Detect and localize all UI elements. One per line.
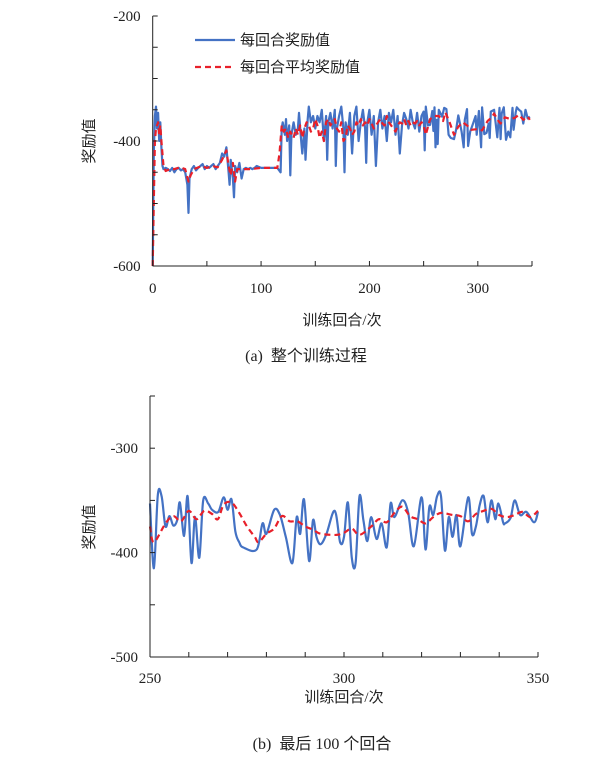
chart-a-y-tick-label: -600	[113, 259, 141, 275]
chart-a-axes	[152, 15, 533, 267]
chart-a-y-tick-label: -200	[113, 9, 141, 25]
chart-a-x-tick-label: 0	[149, 281, 157, 297]
chart-a-y-axis-title: 奖励值	[81, 118, 98, 163]
chart-b-caption: (b) 最后 100 个回合	[253, 735, 392, 753]
chart-b-y-tick-label: -400	[111, 546, 139, 562]
chart-a-y-tick-label: -400	[113, 134, 141, 150]
chart-a-x-tick-label: 300	[467, 281, 490, 297]
chart-a-x-axis-title: 训练回合/次	[302, 312, 381, 329]
chart-a-x-tick-label: 200	[358, 281, 381, 297]
chart-b-x-axis-title: 训练回合/次	[304, 689, 383, 706]
chart-full-training: -200 -400 -600 0 100 200 300 奖励值 训练回合/次 (a) 整个…	[81, 9, 533, 365]
legend-label-avg-reward: 每回合平均奖励值	[240, 59, 360, 76]
chart-b-y-tick-label: -300	[111, 441, 139, 457]
legend-label-reward: 每回合奖励值	[240, 32, 330, 49]
chart-b-x-tick-label: 250	[139, 671, 162, 687]
legend: 每回合奖励值 每回合平均奖励值	[195, 32, 360, 76]
chart-b-y-axis-title: 奖励值	[81, 504, 98, 549]
chart-a-marks	[151, 105, 531, 267]
chart-a-tick-labels: -200 -400 -600 0 100 200 300	[113, 9, 489, 297]
chart-a-x-tick-label: 100	[250, 281, 273, 297]
chart-b-x-tick-label: 300	[333, 671, 356, 687]
chart-b-series-avg-reward-line	[148, 500, 539, 544]
chart-b-y-tick-label: -500	[111, 650, 139, 666]
chart-b-axes	[149, 395, 539, 658]
chart-b-series-reward-line	[148, 487, 540, 570]
chart-a-caption: (a) 整个训练过程	[245, 347, 367, 365]
chart-b-marks	[148, 487, 540, 570]
chart-b-x-tick-label: 350	[527, 671, 550, 687]
chart-a-series-avg-reward-line	[151, 111, 531, 267]
